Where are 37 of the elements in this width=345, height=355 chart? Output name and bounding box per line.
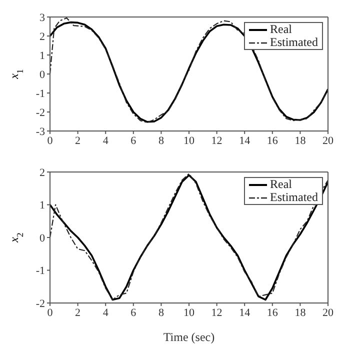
- legend-label: Estimated: [270, 190, 318, 204]
- y-tick-label: -2: [36, 298, 45, 310]
- y-tick-label: 0: [40, 232, 46, 244]
- legend-label: Real: [270, 177, 292, 191]
- y-tick-label: 2: [40, 30, 45, 43]
- x-tick-label: 18: [294, 306, 306, 319]
- x-axis-title: Time (sec): [163, 330, 215, 344]
- x-tick-label: 8: [158, 306, 164, 319]
- x-tick-label: 10: [184, 134, 195, 147]
- x-tick-label: 16: [266, 134, 278, 147]
- x-tick-label: 18: [294, 134, 306, 147]
- x-tick-label: 14: [239, 306, 251, 319]
- x-tick-label: 6: [130, 306, 137, 319]
- x-tick-label: 14: [239, 134, 251, 147]
- y-tick-label: 0: [40, 68, 46, 81]
- x-tick-label: 4: [102, 306, 109, 319]
- x-tick-label: 4: [102, 134, 109, 147]
- y-tick-label: 1: [40, 200, 45, 212]
- x-tick-label: 20: [322, 134, 334, 147]
- x-tick-label: 12: [211, 134, 222, 147]
- x-tick-label: 8: [158, 134, 164, 147]
- y-tick-label: -2: [36, 106, 45, 119]
- y-tick-label: 3: [40, 12, 46, 24]
- x-tick-label: 12: [211, 306, 222, 319]
- y-tick-label: 2: [40, 166, 45, 179]
- x-tick-label: 20: [322, 306, 334, 319]
- x-tick-label: 16: [266, 306, 278, 319]
- x-tick-label: 2: [75, 134, 81, 147]
- y-tick-label: -1: [36, 88, 45, 100]
- legend-label: Real: [270, 22, 292, 36]
- y-tick-label: -1: [36, 265, 45, 278]
- x-tick-label: 10: [184, 306, 195, 319]
- legend-label: Estimated: [270, 35, 318, 49]
- y-tick-label: 1: [40, 50, 45, 62]
- y-tick-label: -3: [36, 126, 46, 138]
- x-tick-label: 2: [75, 306, 81, 319]
- x-tick-label: 6: [130, 134, 137, 147]
